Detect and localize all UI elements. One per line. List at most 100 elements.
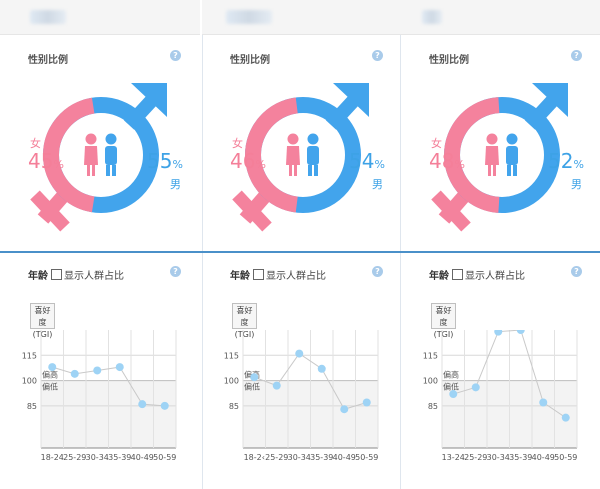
blurred-product-name (30, 10, 66, 24)
tgi-label-line2: (TGI) (234, 330, 255, 339)
blurred-product-name (422, 10, 442, 24)
male-percent-value: 54 (349, 149, 375, 173)
above-baseline-label: 偏高 (443, 370, 459, 380)
x-tick-label: 30-34 (86, 453, 109, 462)
x-tick-label: 35-39 (509, 453, 532, 462)
y-tick-label: 85 (229, 402, 239, 411)
question-circle-icon[interactable]: ? (372, 50, 383, 61)
y-tick-label: 100 (22, 377, 37, 386)
tgi-data-point (115, 363, 124, 372)
female-label: 女 (431, 137, 442, 150)
female-cross-bar (232, 190, 272, 232)
female-cross-bar (431, 190, 471, 232)
female-ring (444, 97, 500, 213)
female-label: 女 (30, 137, 41, 150)
tgi-label-line1: 喜好度 (34, 306, 51, 327)
gender-symbol (30, 83, 167, 232)
question-circle-icon[interactable]: ? (571, 50, 582, 61)
gender-ratio-graphic (0, 80, 200, 250)
tgi-axis-label: 喜好度 (TGI) (30, 303, 55, 339)
female-label: 女 (232, 137, 243, 150)
section-divider (0, 251, 600, 253)
female-percent-value: 46 (230, 149, 256, 173)
male-arrow-head (532, 83, 568, 117)
male-percent: 55% (147, 149, 183, 173)
male-percent-unit: % (374, 158, 385, 171)
tgi-data-point (362, 398, 371, 407)
x-tick-label: 50-59 (355, 453, 378, 462)
show-population-label: 显示人群占比 (465, 271, 525, 282)
y-tick-label: 115 (423, 351, 438, 360)
male-percent-value: 55 (147, 149, 173, 173)
show-population-label: 显示人群占比 (266, 271, 326, 282)
tgi-label-line2: (TGI) (433, 330, 454, 339)
tgi-data-point (494, 330, 503, 336)
female-ring (43, 97, 95, 213)
x-tick-label: 18-24 (41, 453, 64, 462)
tgi-data-point (561, 413, 570, 422)
tgi-data-point (160, 401, 169, 410)
tgi-data-point (539, 398, 548, 407)
question-circle-icon[interactable]: ? (170, 266, 181, 277)
question-circle-icon[interactable]: ? (372, 266, 383, 277)
age-title: 年龄 (429, 271, 449, 282)
tgi-data-point (471, 383, 480, 392)
panel-header (202, 0, 402, 35)
age-title: 年龄 (28, 271, 48, 282)
tgi-data-point (48, 363, 57, 372)
y-tick-label: 115 (22, 351, 37, 360)
show-population-checkbox[interactable] (51, 269, 62, 280)
below-baseline-label: 偏低 (244, 382, 260, 392)
female-percent-unit: % (53, 158, 64, 171)
y-tick-label: 100 (423, 377, 438, 386)
male-percent-unit: % (172, 158, 183, 171)
male-percent-value: 52 (548, 149, 574, 173)
panel-header (401, 0, 600, 35)
male-percent: 52% (548, 149, 584, 173)
female-percent-value: 45 (28, 149, 54, 173)
show-population-checkbox[interactable] (253, 269, 264, 280)
tgi-data-point (295, 349, 304, 358)
gender-symbol (431, 83, 568, 232)
question-circle-icon[interactable]: ? (571, 266, 582, 277)
tgi-data-point (70, 369, 79, 378)
female-figure-icon (485, 133, 499, 176)
below-baseline-label: 偏低 (42, 382, 58, 392)
x-tick-label: 30-34 (487, 453, 510, 462)
x-tick-label: 25-29 (265, 453, 288, 462)
tgi-label-line1: 喜好度 (435, 306, 452, 327)
gender-symbol (232, 83, 369, 232)
x-tick-label: 35-39 (108, 453, 131, 462)
audience-panel: 性别比例 ? 女 45% 55% 男 年龄 显示人群占比 ? 喜好度 (TGI) … (0, 0, 200, 489)
male-figure-icon (506, 133, 518, 176)
female-figure-icon (286, 133, 300, 176)
y-tick-label: 115 (224, 351, 239, 360)
tgi-axis-label: 喜好度 (TGI) (232, 303, 257, 339)
column-divider (400, 0, 401, 489)
x-tick-label: 40-49 (532, 453, 555, 462)
gender-title: 性别比例 (28, 55, 68, 66)
x-tick-label: 30-34 (288, 453, 311, 462)
x-tick-label: 50-59 (554, 453, 577, 462)
male-figure-icon (307, 133, 319, 176)
male-arrow-head (333, 83, 369, 117)
gender-ratio-graphic (202, 80, 402, 250)
age-header: 年龄 显示人群占比 (28, 267, 124, 282)
female-percent-unit: % (255, 158, 266, 171)
male-percent: 54% (349, 149, 385, 173)
question-circle-icon[interactable]: ? (170, 50, 181, 61)
tgi-data-point (250, 373, 259, 382)
show-population-checkbox[interactable] (452, 269, 463, 280)
x-tick-label: 13-24 (442, 453, 465, 462)
male-arrow-head (131, 83, 167, 117)
above-baseline-label: 偏高 (42, 370, 58, 380)
blurred-product-name (226, 10, 272, 24)
x-tick-label: 40-49 (131, 453, 154, 462)
tgi-data-point (516, 330, 525, 334)
y-tick-label: 100 (224, 377, 239, 386)
male-label: 男 (170, 178, 181, 191)
tgi-label-line1: 喜好度 (236, 306, 253, 327)
gender-title: 性别比例 (230, 55, 270, 66)
y-tick-label: 85 (27, 402, 37, 411)
